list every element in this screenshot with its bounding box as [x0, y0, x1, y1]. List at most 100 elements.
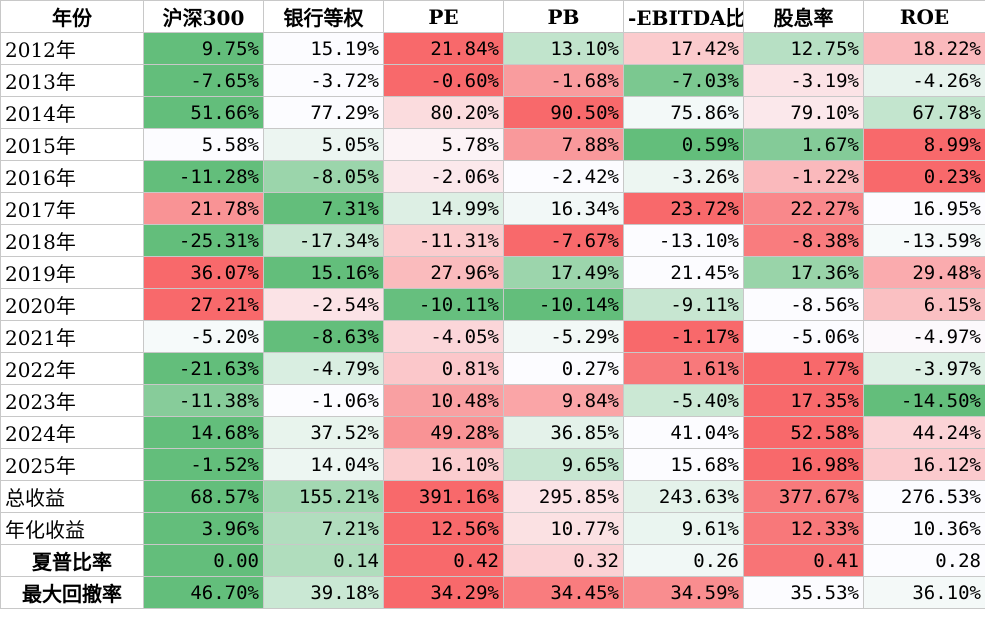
value-cell: 90.50% [503, 96, 624, 129]
header-cell: PB [503, 0, 624, 33]
value-cell: 16.98% [743, 448, 864, 481]
table-row: 2014年 51.66% 77.29% 80.20% 90.50% 75.86% 79.10… [0, 96, 985, 129]
table-row: 2017年 21.78% 7.31% 14.99% 16.34% 23.72% 22.27%… [0, 192, 985, 225]
value-cell: 44.24% [863, 416, 985, 449]
value-cell: 27.96% [383, 256, 504, 289]
value-cell: -3.19% [743, 64, 864, 97]
value-cell: 10.48% [383, 384, 504, 417]
row-label: 夏普比率 [0, 544, 144, 577]
value-cell: 68.57% [143, 480, 264, 513]
value-cell: 14.04% [263, 448, 384, 481]
value-cell: -4.79% [263, 352, 384, 385]
value-cell: -2.06% [383, 160, 504, 193]
value-cell: 7.21% [263, 512, 384, 545]
value-cell: -13.10% [623, 224, 744, 257]
header-row: 年份 沪深300 银行等权 PE PB -EBITDA比 股息率 ROE [0, 0, 985, 33]
value-cell: 21.45% [623, 256, 744, 289]
value-cell: -8.38% [743, 224, 864, 257]
table-row: 2016年 -11.28% -8.05% -2.06% -2.42% -3.26% -1.2… [0, 160, 985, 193]
value-cell: -4.05% [383, 320, 504, 353]
row-label: 2018年 [0, 224, 144, 257]
value-cell: -5.29% [503, 320, 624, 353]
value-cell: 79.10% [743, 96, 864, 129]
row-label: 2022年 [0, 352, 144, 385]
table-row: 2022年 -21.63% -4.79% 0.81% 0.27% 1.61% 1.77% -3… [0, 352, 985, 385]
value-cell: 46.70% [143, 576, 264, 609]
value-cell: 14.99% [383, 192, 504, 225]
value-cell: 0.42 [383, 544, 504, 577]
value-cell: -13.59% [863, 224, 985, 257]
value-cell: 243.63% [623, 480, 744, 513]
table-row: 年化收益 3.96% 7.21% 12.56% 10.77% 9.61% 12.33% 10.… [0, 512, 985, 545]
row-label: 2023年 [0, 384, 144, 417]
value-cell: -8.63% [263, 320, 384, 353]
table-row: 2013年 -7.65% -3.72% -0.60% -1.68% -7.03% -3.19… [0, 64, 985, 97]
row-label: 年化收益 [0, 512, 144, 545]
value-cell: 276.53% [863, 480, 985, 513]
header-cell: PE [383, 0, 504, 33]
header-cell: 年份 [0, 0, 144, 33]
value-cell: -7.03% [623, 64, 744, 97]
table-row: 2012年 9.75% 15.19% 21.84% 13.10% 17.42% 12.75%… [0, 32, 985, 65]
value-cell: 0.27% [503, 352, 624, 385]
value-cell: 10.36% [863, 512, 985, 545]
value-cell: -14.50% [863, 384, 985, 417]
value-cell: -1.06% [263, 384, 384, 417]
value-cell: 0.00 [143, 544, 264, 577]
value-cell: 9.61% [623, 512, 744, 545]
value-cell: 52.58% [743, 416, 864, 449]
value-cell: -5.20% [143, 320, 264, 353]
value-cell: 34.45% [503, 576, 624, 609]
value-cell: -11.31% [383, 224, 504, 257]
value-cell: 35.53% [743, 576, 864, 609]
value-cell: -5.06% [743, 320, 864, 353]
value-cell: 8.99% [863, 128, 985, 161]
table-row: 2023年 -11.38% -1.06% 10.48% 9.84% -5.40% 17.35… [0, 384, 985, 417]
value-cell: -1.22% [743, 160, 864, 193]
value-cell: 0.14 [263, 544, 384, 577]
header-cell: 银行等权 [263, 0, 384, 33]
value-cell: 0.32 [503, 544, 624, 577]
value-cell: 1.61% [623, 352, 744, 385]
value-cell: -1.17% [623, 320, 744, 353]
row-label: 2014年 [0, 96, 144, 129]
value-cell: 12.75% [743, 32, 864, 65]
value-cell: 41.04% [623, 416, 744, 449]
value-cell: 0.23% [863, 160, 985, 193]
header-cell: 股息率 [743, 0, 864, 33]
value-cell: 5.78% [383, 128, 504, 161]
value-cell: -4.97% [863, 320, 985, 353]
table-row: 2019年 36.07% 15.16% 27.96% 17.49% 21.45% 17.36… [0, 256, 985, 289]
value-cell: -4.26% [863, 64, 985, 97]
value-cell: 21.84% [383, 32, 504, 65]
value-cell: -8.05% [263, 160, 384, 193]
value-cell: -5.40% [623, 384, 744, 417]
value-cell: 10.77% [503, 512, 624, 545]
value-cell: 16.95% [863, 192, 985, 225]
value-cell: 0.28 [863, 544, 985, 577]
value-cell: -17.34% [263, 224, 384, 257]
value-cell: -10.14% [503, 288, 624, 321]
value-cell: 9.84% [503, 384, 624, 417]
table-body: 2012年 9.75% 15.19% 21.84% 13.10% 17.42% 12.75%… [0, 32, 985, 609]
value-cell: 12.56% [383, 512, 504, 545]
value-cell: 39.18% [263, 576, 384, 609]
value-cell: -9.11% [623, 288, 744, 321]
value-cell: 80.20% [383, 96, 504, 129]
value-cell: -11.38% [143, 384, 264, 417]
value-cell: 16.12% [863, 448, 985, 481]
value-cell: 0.26 [623, 544, 744, 577]
value-cell: 23.72% [623, 192, 744, 225]
row-label: 最大回撤率 [0, 576, 144, 609]
value-cell: -11.28% [143, 160, 264, 193]
row-label: 2025年 [0, 448, 144, 481]
value-cell: -1.68% [503, 64, 624, 97]
row-label: 2015年 [0, 128, 144, 161]
value-cell: 0.41 [743, 544, 864, 577]
value-cell: 15.19% [263, 32, 384, 65]
value-cell: 3.96% [143, 512, 264, 545]
value-cell: -3.72% [263, 64, 384, 97]
value-cell: 17.36% [743, 256, 864, 289]
row-label: 2016年 [0, 160, 144, 193]
value-cell: 36.10% [863, 576, 985, 609]
